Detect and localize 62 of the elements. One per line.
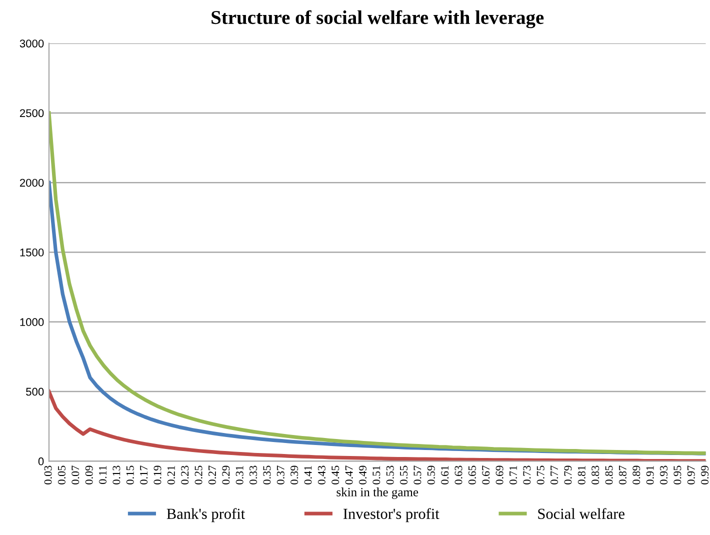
x-tick-label: 0.41 — [304, 466, 312, 484]
x-tick-label: 0.25 — [194, 466, 202, 484]
x-tick-label: 0.79 — [564, 466, 572, 484]
x-tick-label: 0.91 — [646, 466, 654, 484]
legend-label: Social welfare — [538, 508, 624, 520]
x-tick-label: 0.45 — [332, 466, 340, 484]
y-tick-label: 1000 — [20, 318, 44, 326]
x-tick-label: 0.33 — [250, 466, 258, 484]
x-tick-label: 0.81 — [578, 466, 586, 484]
x-tick-label: 0.09 — [85, 466, 93, 484]
x-tick-label: 0.13 — [112, 466, 120, 484]
x-tick-label: 0.39 — [290, 466, 298, 484]
y-tick-label: 2000 — [20, 178, 44, 187]
y-tick-label: 500 — [26, 388, 44, 396]
x-tick-label: 0.51 — [372, 466, 380, 484]
x-tick-label: 0.11 — [99, 466, 107, 484]
x-tick-label: 0.27 — [208, 466, 216, 484]
x-tick-label: 0.35 — [263, 466, 271, 484]
x-tick-label: 0.43 — [318, 466, 326, 484]
x-tick-label: 0.23 — [181, 466, 189, 484]
chart-title: Structure of social welfare with leverage — [212, 10, 544, 28]
x-tick-label: 0.93 — [660, 466, 668, 484]
x-tick-label: 0.69 — [496, 466, 504, 484]
legend-label: Bank's profit — [166, 508, 246, 522]
x-tick-label: 0.95 — [674, 466, 682, 484]
x-tick-label: 0.83 — [592, 466, 600, 484]
y-tick-label: 2500 — [20, 109, 44, 118]
y-tick-label: 1500 — [20, 248, 44, 256]
x-tick-label: 0.59 — [427, 466, 435, 484]
x-tick-label: 0.61 — [441, 466, 449, 484]
x-tick-label: 0.21 — [167, 466, 175, 484]
x-tick-label: 0.03 — [44, 466, 52, 484]
x-tick-label: 0.55 — [400, 466, 408, 484]
x-tick-label: 0.05 — [58, 466, 66, 484]
x-tick-label: 0.77 — [550, 466, 558, 484]
x-tick-label: 0.85 — [605, 466, 613, 484]
x-tick-label: 0.87 — [618, 466, 626, 484]
x-tick-label: 0.15 — [126, 466, 134, 484]
x-tick-label: 0.07 — [72, 466, 80, 484]
legend-label: Investor's profit — [343, 508, 440, 522]
x-tick-label: 0.99 — [701, 466, 709, 484]
x-tick-label: 0.73 — [523, 466, 531, 484]
x-tick-label: 0.29 — [222, 466, 230, 484]
x-tick-label: 0.19 — [154, 466, 162, 484]
x-tick-label: 0.89 — [632, 466, 640, 484]
x-tick-label: 0.53 — [386, 466, 394, 484]
x-tick-label: 0.63 — [454, 466, 462, 484]
x-tick-label: 0.67 — [482, 466, 490, 484]
x-tick-label: 0.37 — [276, 466, 284, 484]
x-tick-label: 0.17 — [140, 466, 148, 484]
x-tick-label: 0.47 — [345, 466, 353, 484]
x-tick-label: 0.71 — [509, 466, 518, 484]
x-tick-label: 0.57 — [414, 466, 422, 484]
x-tick-label: 0.75 — [536, 466, 544, 484]
x-axis-title: skin in the game — [336, 488, 418, 499]
y-tick-label: 0 — [38, 457, 44, 466]
y-tick-label: 3000 — [20, 40, 44, 48]
line-series — [48, 111, 706, 456]
x-tick-label: 0.31 — [236, 466, 244, 484]
x-tick-label: 0.49 — [358, 466, 367, 484]
x-tick-label: 0.97 — [687, 466, 695, 484]
x-tick-label: 0.65 — [468, 466, 476, 484]
